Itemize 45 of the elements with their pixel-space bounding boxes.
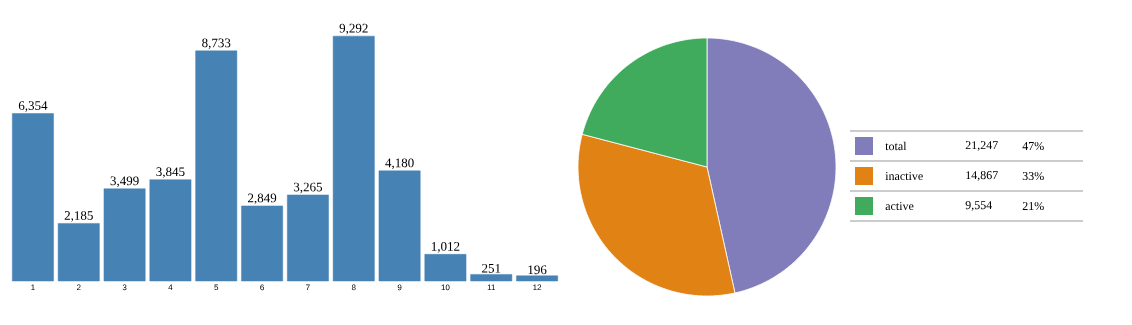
data-label: 9,292 [339, 23, 368, 35]
data-label: 2,849 [248, 193, 277, 205]
data-label: 21,247 [965, 141, 998, 151]
x-tick-label: 9 [397, 284, 402, 291]
x-tick-label: 7 [306, 284, 310, 291]
data-label: 196 [528, 265, 547, 275]
data-label: 251 [482, 263, 501, 273]
data-label: 3,499 [110, 176, 139, 188]
bar [287, 194, 329, 282]
x-tick-label: 10 [441, 284, 450, 291]
legend-label: inactive [885, 171, 923, 181]
bar [103, 188, 146, 282]
x-tick-label: 4 [168, 284, 173, 291]
legend-label: active [885, 201, 914, 211]
legend-label: total [885, 141, 907, 151]
x-tick-label: 5 [214, 284, 219, 291]
bar [241, 205, 283, 282]
data-label: 2,185 [64, 211, 93, 222]
data-label: 4,180 [385, 158, 414, 170]
text: 33% [1022, 171, 1044, 181]
bar [57, 223, 100, 282]
x-tick-label: 2 [76, 284, 81, 291]
data-label: 3,845 [156, 167, 185, 178]
bar [516, 275, 558, 282]
x-tick-label: 8 [351, 284, 356, 291]
text: 47% [1022, 141, 1044, 151]
bar [470, 274, 513, 282]
data-label: 3,265 [293, 182, 323, 194]
data-label: 6,354 [18, 101, 48, 112]
data-label: 9,554 [965, 201, 993, 211]
x-tick-label: 11 [487, 284, 496, 291]
bar [378, 170, 421, 282]
text: 21% [1022, 201, 1044, 211]
x-tick-label: 1 [31, 284, 35, 291]
bar [424, 254, 467, 282]
bar [149, 179, 192, 282]
data-label: 8,733 [202, 38, 231, 50]
x-tick-label: 12 [533, 284, 542, 291]
x-tick-label: 6 [260, 284, 264, 291]
bar [195, 50, 238, 282]
bar [12, 113, 54, 282]
data-label: 1,012 [431, 241, 460, 253]
bar [332, 35, 375, 282]
x-tick-label: 3 [122, 284, 127, 291]
data-label: 14,867 [966, 171, 998, 181]
